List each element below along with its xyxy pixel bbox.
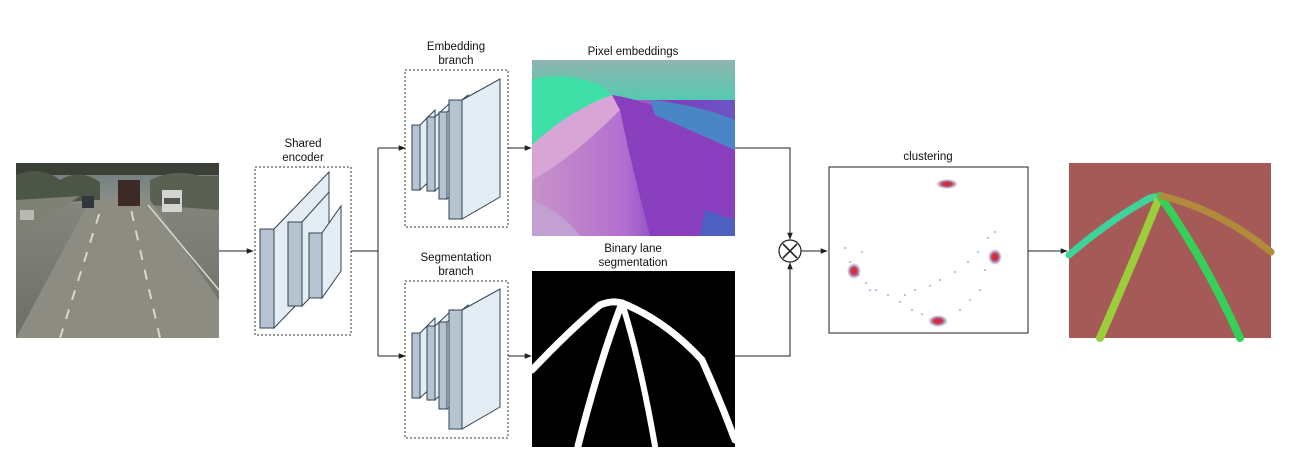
binary-segmentation-label-line1: Binary lane xyxy=(604,243,662,255)
shared-encoder-label-line2: encoder xyxy=(282,152,324,164)
segmentation-branch-label-line1: Segmentation xyxy=(421,252,492,264)
embedding-branch-layers xyxy=(411,78,501,220)
segmentation-branch-label-line2: branch xyxy=(438,266,473,278)
embedding-branch-label-line2: branch xyxy=(438,55,473,67)
embedding-branch-label-line1: Embedding xyxy=(427,41,485,53)
lane-instance-output-image xyxy=(1065,163,1275,342)
shared-encoder-label-line1: Shared xyxy=(284,138,321,150)
clustering-plot xyxy=(828,166,1029,334)
segmentation-branch-layers xyxy=(411,288,501,430)
encoder-split-arrows xyxy=(351,145,406,359)
pixel-embeddings-image xyxy=(532,60,735,236)
pixel-embeddings-label: Pixel embeddings xyxy=(588,46,679,58)
binary-segmentation-image xyxy=(528,271,739,450)
clustering-label: clustering xyxy=(903,151,952,163)
circled-x-icon xyxy=(778,239,802,263)
arrows-to-combine xyxy=(735,147,793,357)
binary-segmentation-label-line2: segmentation xyxy=(598,257,667,269)
input-road-image xyxy=(16,163,220,339)
shared-encoder-layers xyxy=(259,170,342,330)
segmentation-branch-box xyxy=(404,280,509,439)
